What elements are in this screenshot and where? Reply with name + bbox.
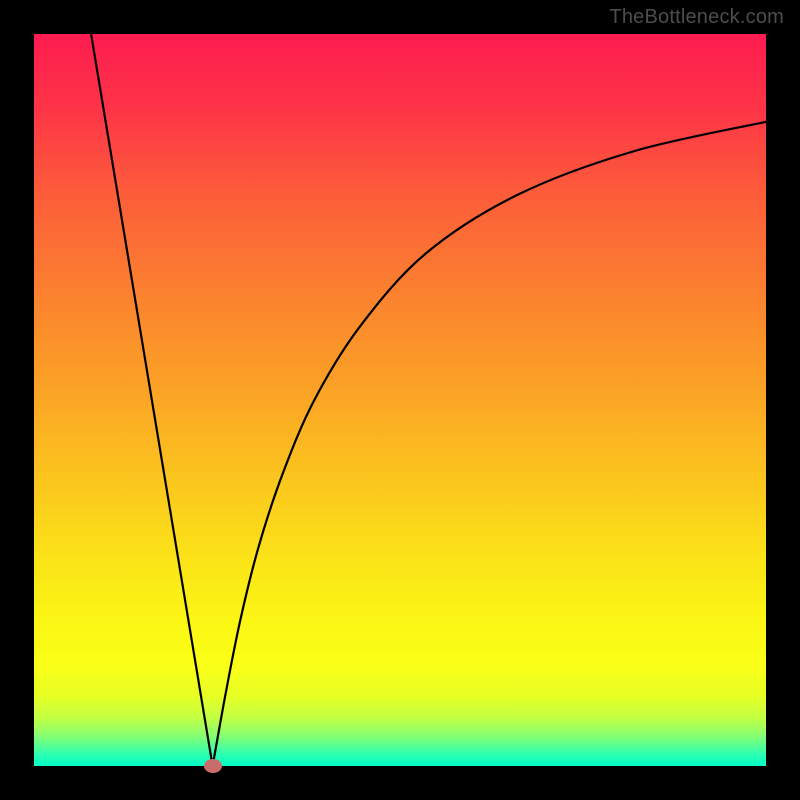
watermark-text: TheBottleneck.com [609, 6, 784, 29]
plot-area [34, 34, 766, 766]
optimum-marker [204, 759, 222, 773]
chart-container: TheBottleneck.com [0, 0, 800, 800]
bottleneck-curve [34, 34, 766, 766]
